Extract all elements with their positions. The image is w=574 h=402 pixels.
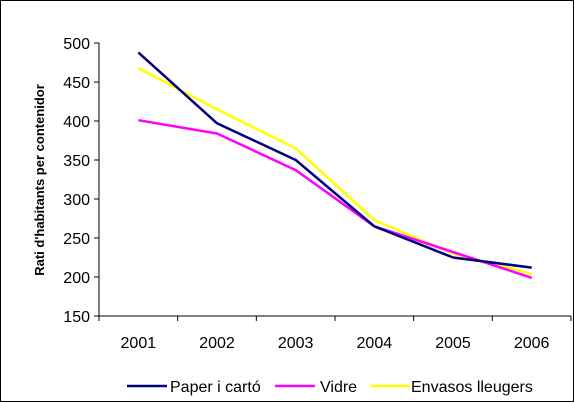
y-tick-label: 500 (63, 36, 90, 53)
y-tick-label: 450 (63, 75, 90, 92)
x-tick-label: 2001 (121, 335, 157, 352)
y-tick-label: 150 (63, 309, 90, 326)
y-tick-label: 200 (63, 270, 90, 287)
y-tick-label: 250 (63, 231, 90, 248)
legend-item: Paper i cartó (127, 379, 261, 396)
x-tick-label: 2004 (357, 335, 393, 352)
x-tick-label: 2002 (199, 335, 235, 352)
y-axis-title-group: Rati d'habitants per contenidor (32, 84, 47, 276)
series-line-vidre (138, 118, 533, 279)
y-axis-ticks: 150 200 250 300 350 400 450 500 (63, 36, 99, 326)
series-lines (137, 51, 533, 279)
x-tick-label: 2005 (435, 335, 471, 352)
legend-label: Paper i cartó (170, 379, 261, 396)
x-tick-label: 2003 (278, 335, 314, 352)
y-axis-title: Rati d'habitants per contenidor (32, 84, 47, 276)
x-axis-ticks: 2001 2002 2003 2004 2005 2006 (98, 316, 572, 352)
y-tick-label: 350 (63, 153, 90, 170)
series-line-paper-i-cart- (137, 51, 532, 269)
y-tick-label: 400 (63, 114, 90, 131)
legend-item: Vidre (275, 379, 357, 396)
y-tick-label: 300 (63, 192, 90, 209)
legend-label: Envasos lleugers (411, 379, 533, 396)
legend-label: Vidre (320, 379, 357, 396)
x-tick-label: 2006 (514, 335, 550, 352)
series-line-envasos-lleugers (137, 66, 533, 276)
legend: Paper i cartó Vidre Envasos lleugers (127, 379, 533, 396)
legend-item: Envasos lleugers (370, 379, 533, 396)
